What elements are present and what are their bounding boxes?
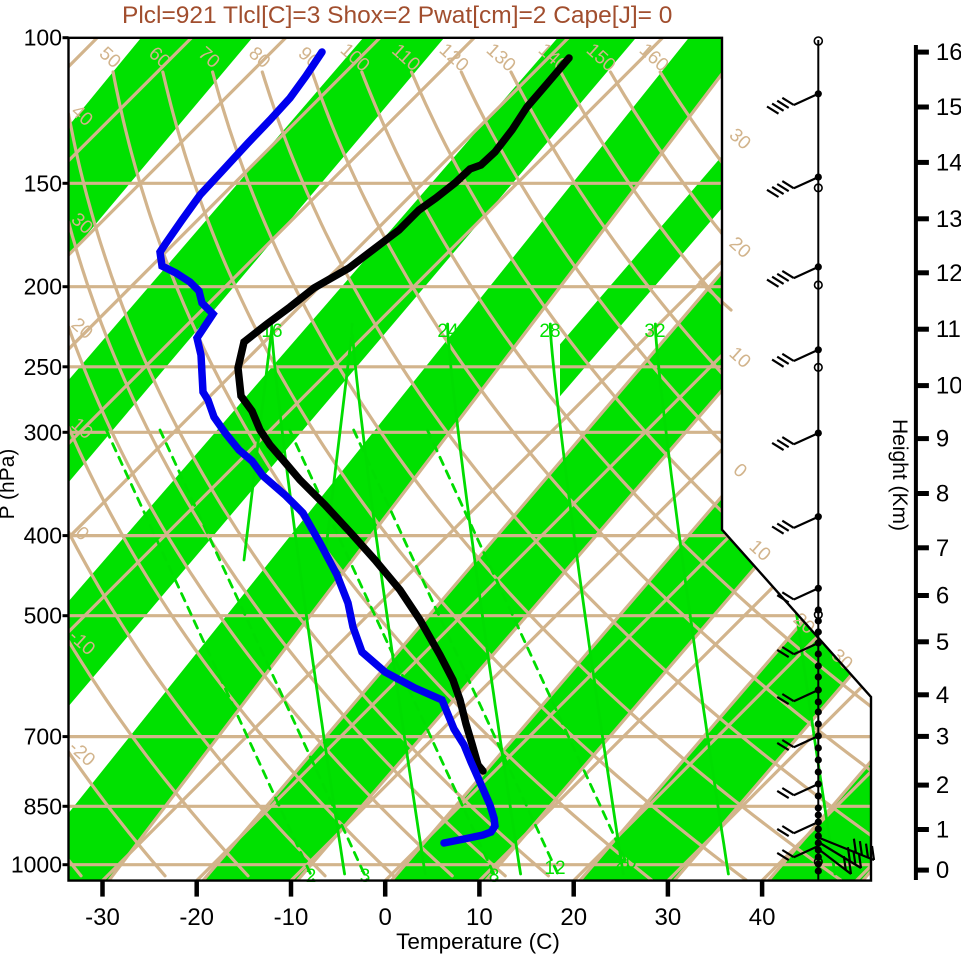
svg-text:500: 500: [24, 603, 62, 629]
svg-text:1000: 1000: [11, 852, 62, 878]
svg-text:20: 20: [615, 852, 636, 873]
svg-text:8: 8: [936, 481, 949, 508]
svg-text:8: 8: [489, 866, 500, 887]
svg-text:9: 9: [936, 426, 949, 453]
svg-text:40: 40: [749, 904, 776, 931]
svg-text:11: 11: [936, 316, 961, 343]
svg-text:13: 13: [936, 206, 961, 233]
svg-text:14: 14: [936, 149, 961, 176]
svg-text:150: 150: [24, 170, 62, 196]
svg-text:32: 32: [644, 321, 665, 342]
svg-text:400: 400: [24, 523, 62, 549]
svg-text:20: 20: [341, 321, 362, 342]
svg-text:1: 1: [936, 817, 949, 844]
svg-text:20: 20: [560, 904, 587, 931]
svg-text:3: 3: [360, 866, 371, 887]
svg-text:10: 10: [466, 904, 493, 931]
svg-text:2: 2: [306, 866, 317, 887]
svg-text:3: 3: [936, 723, 949, 750]
svg-text:6: 6: [936, 583, 949, 610]
svg-text:700: 700: [24, 724, 62, 750]
svg-text:0: 0: [379, 904, 392, 931]
svg-text:300: 300: [24, 419, 62, 445]
svg-text:0: 0: [936, 857, 949, 884]
svg-text:P (hPa): P (hPa): [0, 449, 19, 520]
svg-text:-10: -10: [274, 904, 309, 931]
svg-text:250: 250: [24, 354, 62, 380]
svg-text:5: 5: [936, 629, 949, 656]
svg-text:24: 24: [437, 321, 459, 342]
svg-text:30: 30: [655, 904, 682, 931]
svg-text:28: 28: [539, 321, 560, 342]
svg-text:Height (Km): Height (Km): [888, 419, 911, 531]
svg-text:15: 15: [936, 94, 961, 121]
svg-text:-30: -30: [85, 904, 120, 931]
svg-text:200: 200: [24, 274, 62, 300]
svg-text:12: 12: [936, 260, 961, 287]
svg-text:12: 12: [544, 858, 565, 879]
svg-text:2: 2: [936, 772, 949, 799]
svg-text:Temperature (C): Temperature (C): [396, 929, 560, 954]
svg-text:7: 7: [936, 535, 949, 562]
svg-text:850: 850: [24, 793, 62, 819]
svg-text:Plcl=921 Tlcl[C]=3 Shox=2 Pwat: Plcl=921 Tlcl[C]=3 Shox=2 Pwat[cm]=2 Cap…: [122, 2, 672, 29]
svg-text:10: 10: [936, 373, 961, 400]
svg-text:16: 16: [936, 39, 961, 66]
svg-text:100: 100: [24, 25, 62, 51]
svg-text:4: 4: [936, 682, 949, 709]
svg-text:-20: -20: [179, 904, 214, 931]
